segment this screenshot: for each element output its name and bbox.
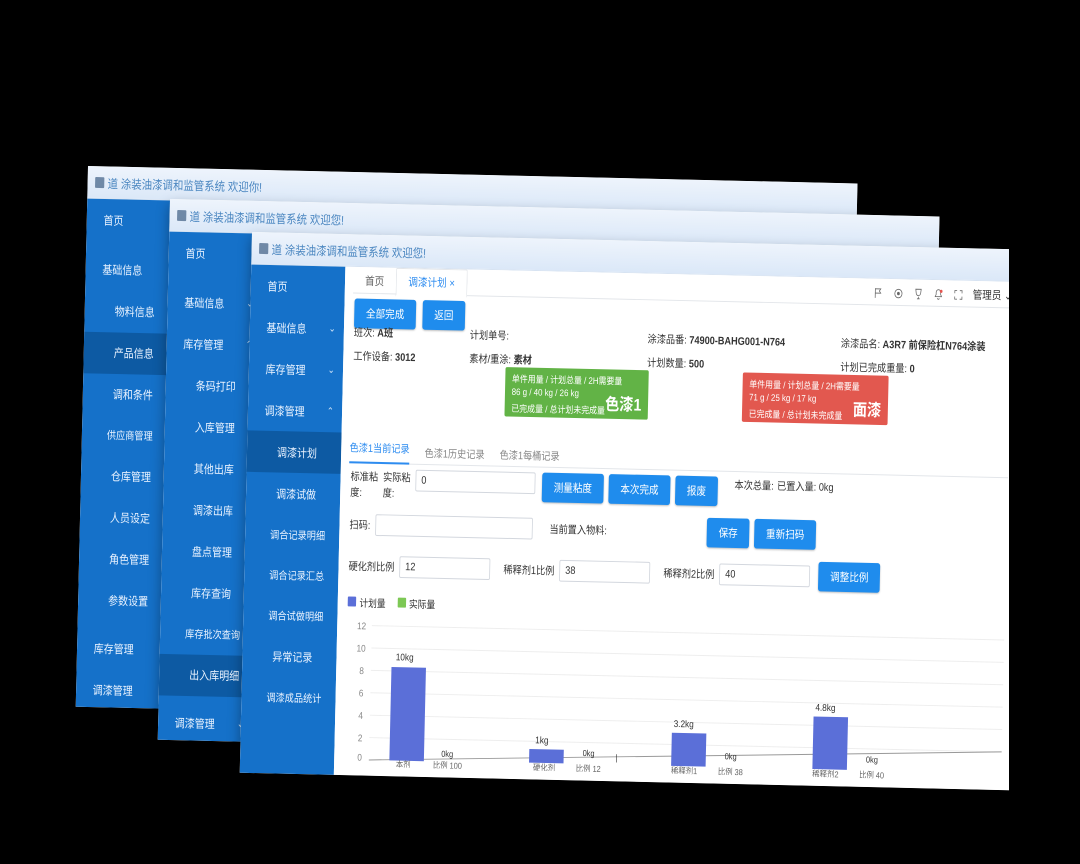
svg-text:0kg: 0kg <box>441 749 453 759</box>
svg-text:3.2kg: 3.2kg <box>674 718 694 729</box>
svg-text:12: 12 <box>357 621 366 632</box>
svg-text:0kg: 0kg <box>583 748 595 758</box>
svg-text:0kg: 0kg <box>866 755 878 765</box>
svg-text:4.8kg: 4.8kg <box>815 702 835 713</box>
svg-text:比例 100: 比例 100 <box>433 760 463 771</box>
svg-text:本剂: 本剂 <box>396 759 411 770</box>
svg-text:0: 0 <box>357 752 362 763</box>
svg-text:0kg: 0kg <box>725 752 737 762</box>
svg-text:4: 4 <box>358 710 363 721</box>
svg-text:比例 38: 比例 38 <box>718 766 744 777</box>
svg-text:2: 2 <box>358 733 363 744</box>
svg-text:8: 8 <box>359 665 364 676</box>
svg-text:稀释剂2: 稀释剂2 <box>812 768 839 779</box>
svg-text:比例 12: 比例 12 <box>576 763 602 774</box>
svg-text:6: 6 <box>359 688 364 699</box>
svg-text:硬化剂: 硬化剂 <box>533 762 555 773</box>
svg-text:1kg: 1kg <box>535 735 548 746</box>
svg-text:10: 10 <box>356 643 365 654</box>
svg-text:比例 40: 比例 40 <box>859 769 885 780</box>
svg-text:稀释剂1: 稀释剂1 <box>671 765 698 776</box>
svg-text:10kg: 10kg <box>396 652 414 663</box>
svg-text:|: | <box>615 753 617 763</box>
